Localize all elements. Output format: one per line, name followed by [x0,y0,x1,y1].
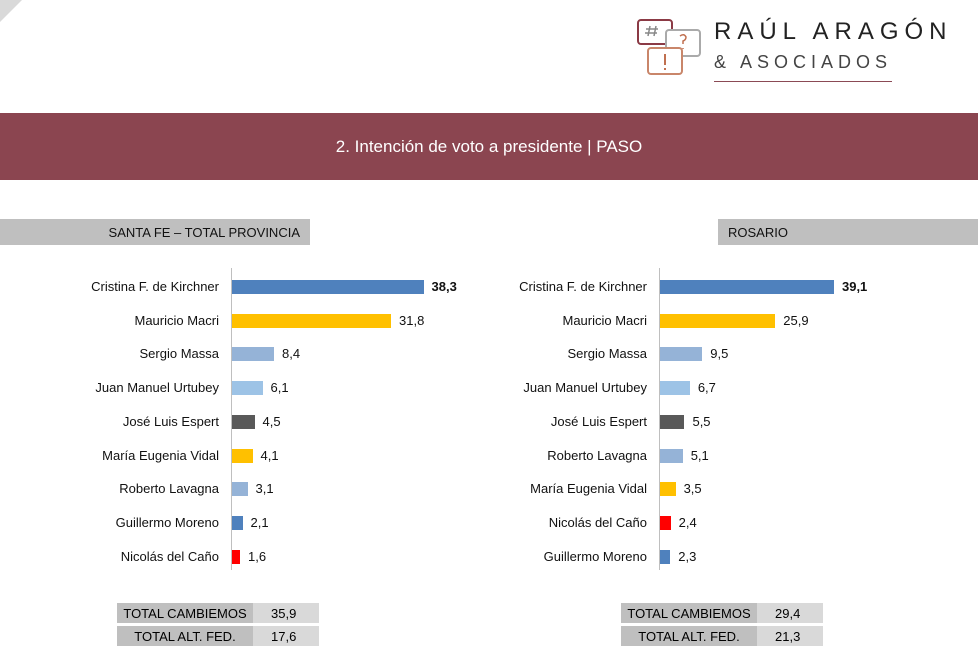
y-axis [231,268,232,570]
data-label: 5,1 [690,447,709,463]
category-label: Sergio Massa [139,346,219,362]
category-label: Roberto Lavagna [119,481,219,497]
bar [232,313,391,328]
category-label: María Eugenia Vidal [102,447,219,463]
bar [660,347,703,362]
logo-line2: & ASOCIADOS [714,52,893,72]
bar [232,482,248,497]
category-label: Sergio Massa [567,346,647,362]
bar [232,549,240,564]
logo-line1: RAÚL ARAGÓN [714,18,953,45]
bar [660,482,676,497]
total-value: 29,4 [757,603,823,623]
category-label: Juan Manuel Urtubey [523,380,647,396]
data-label: 4,5 [262,413,281,429]
category-label: Nicolás del Caño [548,514,647,530]
bar [660,414,685,429]
total-label: TOTAL CAMBIEMOS [117,603,253,623]
section-label-rosario: ROSARIO [718,219,978,245]
total-value: 17,6 [253,626,319,646]
data-label: 25,9 [783,312,809,328]
total-value: 35,9 [253,603,319,623]
category-label: Cristina F. de Kirchner [91,279,219,294]
category-label: José Luis Espert [122,413,219,429]
bar [660,515,671,530]
category-label: Nicolás del Caño [120,548,219,564]
data-label: 31,8 [399,312,425,328]
data-label: 5,5 [692,413,711,429]
category-label: María Eugenia Vidal [530,481,647,497]
totals-row: TOTAL CAMBIEMOS 29,4 [621,603,823,623]
page-title: 2. Intención de voto a presidente | PASO [335,136,643,156]
data-label: 2,1 [250,514,269,530]
data-label: 2,4 [678,514,697,530]
bar [232,280,424,294]
category-label: Guillermo Moreno [543,548,647,564]
category-label: Mauricio Macri [134,312,219,328]
bar [232,347,274,362]
bar [660,549,671,564]
data-label: 2,3 [678,548,697,564]
speech-bubbles-icon [637,19,701,75]
category-label: Roberto Lavagna [547,447,647,463]
category-label: Juan Manuel Urtubey [95,380,219,396]
bar [232,414,255,429]
y-axis [659,268,660,570]
category-label: Mauricio Macri [562,312,647,328]
data-label: 9,5 [710,346,729,362]
category-label: Cristina F. de Kirchner [519,279,647,294]
data-label: 1,6 [248,548,267,564]
total-label: TOTAL ALT. FED. [117,626,253,646]
totals-row: TOTAL ALT. FED. 17,6 [117,626,319,646]
category-label: José Luis Espert [550,413,647,429]
data-label: 38,3 [431,279,457,294]
corner-decoration [0,0,22,22]
bar [232,515,243,530]
bar [660,381,690,396]
data-label: 3,1 [255,481,274,497]
chart-title: ROSARIO [728,224,788,240]
total-label: TOTAL CAMBIEMOS [621,603,757,623]
bar [232,381,263,396]
company-logo: RAÚL ARAGÓN & ASOCIADOS [636,14,956,84]
logo-underline [714,81,892,82]
chart-rosario: Cristina F. de Kirchner 39,1 Mauricio Macr… [0,268,978,578]
section-label-santa-fe: SANTA FE – TOTAL PROVINCIA [0,219,310,245]
bar [660,448,683,463]
total-value: 21,3 [757,626,823,646]
chart-santa-fe: Cristina F. de Kirchner 38,3 Mauricio Macr… [0,268,978,578]
bar [232,448,253,463]
data-label: 3,5 [683,481,702,497]
page-title-banner: 2. Intención de voto a presidente | PASO [0,113,978,180]
data-label: 6,1 [270,380,289,396]
data-label: 4,1 [260,447,279,463]
totals-row: TOTAL ALT. FED. 21,3 [621,626,823,646]
chart-title: SANTA FE – TOTAL PROVINCIA [108,224,300,240]
data-label: 8,4 [282,346,301,362]
bar [660,313,776,328]
totals-row: TOTAL CAMBIEMOS 35,9 [117,603,319,623]
data-label: 6,7 [697,380,716,396]
bar [660,280,834,294]
total-label: TOTAL ALT. FED. [621,626,757,646]
data-label: 39,1 [841,279,868,294]
category-label: Guillermo Moreno [115,514,219,530]
